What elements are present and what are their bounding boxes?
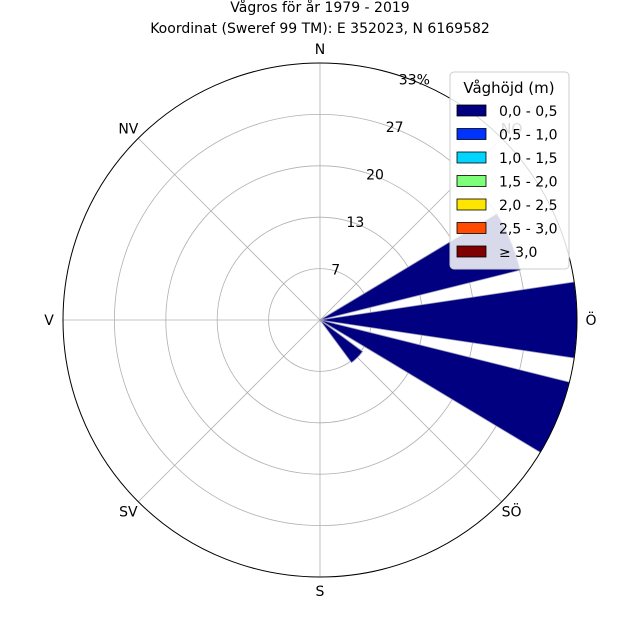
direction-label: SÖ: [502, 503, 522, 521]
radial-tick-label: 13: [346, 215, 364, 231]
direction-label: Ö: [585, 311, 596, 329]
direction-label: SV: [119, 505, 138, 521]
legend-entry-label: ≥ 3,0: [499, 245, 537, 261]
legend-swatch: [456, 222, 487, 234]
legend-entry-label: 2,5 - 3,0: [499, 222, 557, 238]
legend-title: Våghöjd (m): [463, 79, 554, 97]
direction-label: V: [44, 313, 54, 329]
bar-90: [319, 281, 578, 359]
bar-135: [319, 319, 364, 364]
direction-label: S: [316, 584, 325, 600]
radial-tick-label: 33%: [399, 73, 430, 89]
legend-swatch: [456, 198, 487, 211]
legend-entry-label: 0,0 - 0,5: [499, 104, 557, 120]
radial-tick-label: 20: [366, 168, 384, 184]
legend-swatch: [456, 151, 487, 164]
polar-frame: [62, 62, 578, 578]
chart-title: Vågros för år 1979 - 2019: [230, 0, 409, 16]
radial-tick-label: 27: [386, 120, 404, 136]
grid-spoke: [137, 137, 321, 321]
legend-entry-label: 1,0 - 1,5: [499, 151, 557, 167]
direction-label: NV: [118, 121, 138, 137]
direction-label: N: [315, 42, 325, 58]
radial-tick-labels: 7 13 20 27 33%: [331, 73, 430, 279]
legend: Våghöjd (m) 0,0 - 0,5 0,5 - 1,0 1,0 - 1,5 1…: [449, 71, 570, 270]
legend-entry-label: 1,5 - 2,0: [499, 175, 557, 191]
legend-swatch: [456, 128, 487, 140]
legend-swatch: [456, 104, 487, 117]
legend-box: [449, 71, 570, 270]
grid-spoke: [137, 319, 321, 503]
legend-entry-label: 0,5 - 1,0: [499, 128, 557, 144]
radial-tick-label: 7: [331, 263, 340, 279]
chart-subtitle: Koordinat (Sweref 99 TM): E 352023, N 61…: [150, 21, 490, 37]
legend-swatch: [456, 245, 487, 258]
legend-entry-label: 2,0 - 2,5: [499, 198, 557, 214]
legend-swatch: [456, 175, 487, 187]
